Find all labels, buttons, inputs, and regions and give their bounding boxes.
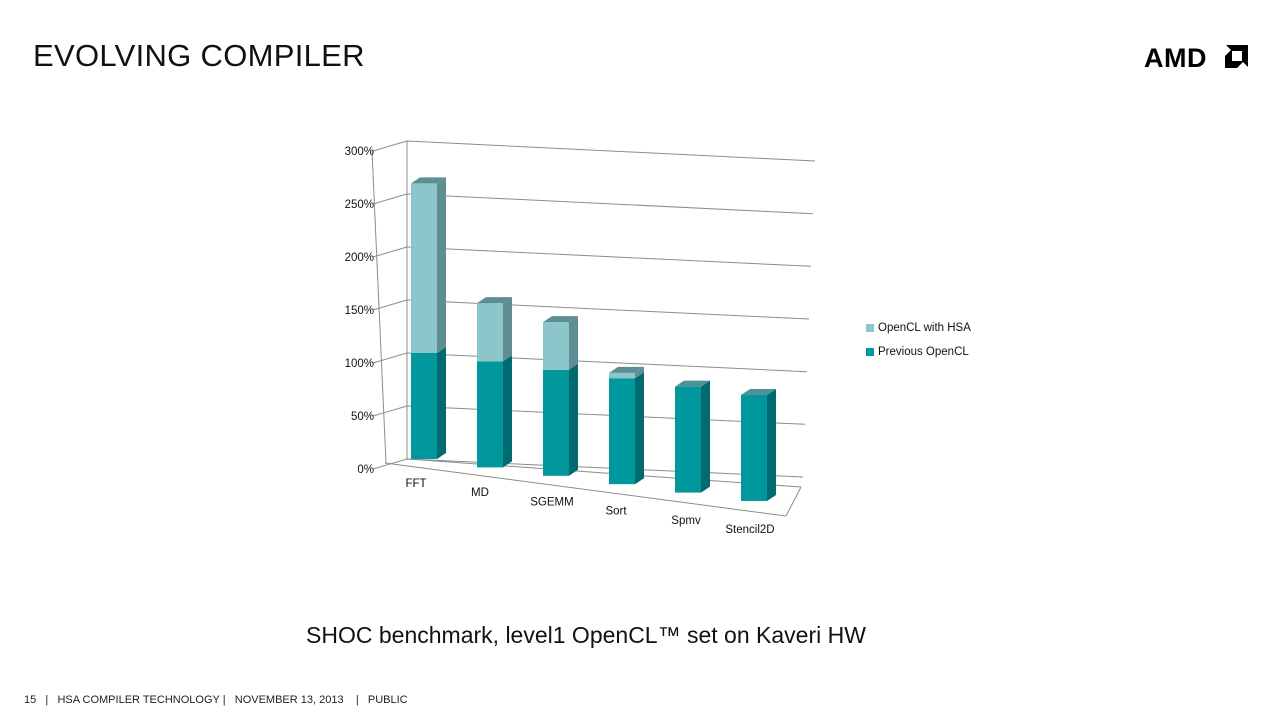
legend-item-hsa: OpenCL with HSA bbox=[866, 316, 971, 340]
chart-axes bbox=[371, 141, 802, 517]
x-tick-label: SGEMM bbox=[530, 496, 573, 508]
logo-text: AMD bbox=[1144, 43, 1207, 73]
y-axis-front bbox=[371, 150, 387, 464]
side-gridline bbox=[372, 193, 408, 205]
bar-group-fft bbox=[411, 177, 446, 459]
bar-opencl-hsa-side bbox=[503, 297, 512, 362]
bar-previous-opencl-side bbox=[437, 347, 446, 459]
x-axis-right bbox=[785, 486, 802, 517]
y-tick-label: 100% bbox=[345, 358, 374, 370]
bar-top bbox=[411, 177, 446, 184]
x-tick-label: Stencil2D bbox=[725, 524, 774, 536]
side-gridline bbox=[372, 405, 408, 417]
amd-logo: AMD bbox=[1144, 42, 1250, 74]
side-gridline bbox=[372, 140, 408, 152]
bar-opencl-hsa-side bbox=[437, 177, 446, 353]
footer-classification: PUBLIC bbox=[367, 694, 408, 706]
legend-swatch-hsa bbox=[866, 324, 874, 332]
x-axis-back bbox=[406, 458, 802, 488]
bar-top bbox=[609, 366, 644, 373]
footer-page-number: 15 bbox=[24, 694, 37, 706]
gridline bbox=[406, 458, 804, 478]
bar-top bbox=[543, 316, 578, 323]
gridline bbox=[406, 140, 816, 162]
gridline bbox=[406, 246, 812, 267]
x-tick-label: Spmv bbox=[671, 515, 701, 527]
slide-caption: SHOC benchmark, level1 OpenCL™ set on Ka… bbox=[306, 622, 866, 648]
bar-group-md bbox=[477, 297, 512, 468]
bar-previous-opencl bbox=[609, 378, 635, 485]
chart-labels: 0% 50% 100% 150% 200% 250% 300% FFT MD SGEMM Sort S… bbox=[345, 146, 775, 536]
bar-previous-opencl-side bbox=[635, 372, 644, 485]
gridline bbox=[406, 299, 810, 320]
legend-label-previous: Previous OpenCL bbox=[878, 346, 969, 358]
y-tick-label: 250% bbox=[345, 199, 374, 211]
gridline bbox=[406, 352, 808, 373]
gridline bbox=[406, 193, 814, 215]
side-gridline bbox=[372, 352, 408, 364]
bar-top bbox=[741, 389, 776, 395]
bar-top bbox=[477, 297, 512, 304]
x-tick-label: FFT bbox=[405, 478, 426, 490]
bar-opencl-hsa-side bbox=[569, 316, 578, 370]
y-tick-label: 300% bbox=[345, 146, 374, 158]
chart-bars bbox=[411, 177, 776, 501]
bar-previous-opencl bbox=[477, 361, 503, 468]
bar-opencl-hsa bbox=[477, 303, 503, 362]
bar-top bbox=[675, 380, 710, 387]
chart-grid bbox=[372, 140, 816, 478]
slide-footer: 15 | HSA COMPILER TECHNOLOGY | NOVEMBER … bbox=[24, 694, 408, 706]
bar-group-spmv bbox=[675, 380, 710, 493]
bar-group-sort bbox=[609, 366, 644, 485]
side-gridline bbox=[372, 246, 408, 258]
amd-arrow-icon bbox=[1225, 45, 1248, 68]
bar-group-sgemm bbox=[543, 316, 578, 476]
bar-previous-opencl bbox=[741, 395, 767, 501]
y-tick-label: 50% bbox=[351, 411, 374, 423]
y-tick-label: 0% bbox=[357, 464, 374, 476]
bar-previous-opencl-side bbox=[701, 380, 710, 493]
chart-legend: OpenCL with HSA Previous OpenCL bbox=[866, 316, 971, 364]
bar-opencl-hsa bbox=[609, 372, 635, 379]
y-tick-label: 200% bbox=[345, 252, 374, 264]
x-tick-label: Sort bbox=[605, 506, 627, 518]
bar-previous-opencl-side bbox=[569, 363, 578, 476]
side-gridline bbox=[372, 299, 408, 311]
bar-opencl-hsa bbox=[543, 322, 569, 370]
bar-opencl-hsa-side bbox=[635, 366, 644, 379]
legend-label-hsa: OpenCL with HSA bbox=[878, 322, 971, 334]
bar-previous-opencl bbox=[675, 386, 701, 493]
footer-section: HSA COMPILER TECHNOLOGY bbox=[57, 694, 220, 706]
bar-opencl-hsa bbox=[411, 183, 437, 353]
bar-previous-opencl-side bbox=[503, 355, 512, 468]
bar-group-stencil2d bbox=[741, 389, 776, 501]
legend-swatch-previous bbox=[866, 348, 874, 356]
page-title: EVOLVING COMPILER bbox=[33, 38, 365, 73]
bar-previous-opencl bbox=[411, 353, 437, 459]
gridline bbox=[406, 405, 806, 425]
x-axis-front bbox=[384, 462, 787, 517]
y-tick-label: 150% bbox=[345, 305, 374, 317]
legend-item-previous: Previous OpenCL bbox=[866, 340, 971, 364]
bar-previous-opencl-side bbox=[767, 389, 776, 501]
x-tick-label: MD bbox=[471, 487, 489, 499]
footer-date: NOVEMBER 13, 2013 bbox=[234, 694, 344, 706]
bar-previous-opencl bbox=[543, 369, 569, 476]
